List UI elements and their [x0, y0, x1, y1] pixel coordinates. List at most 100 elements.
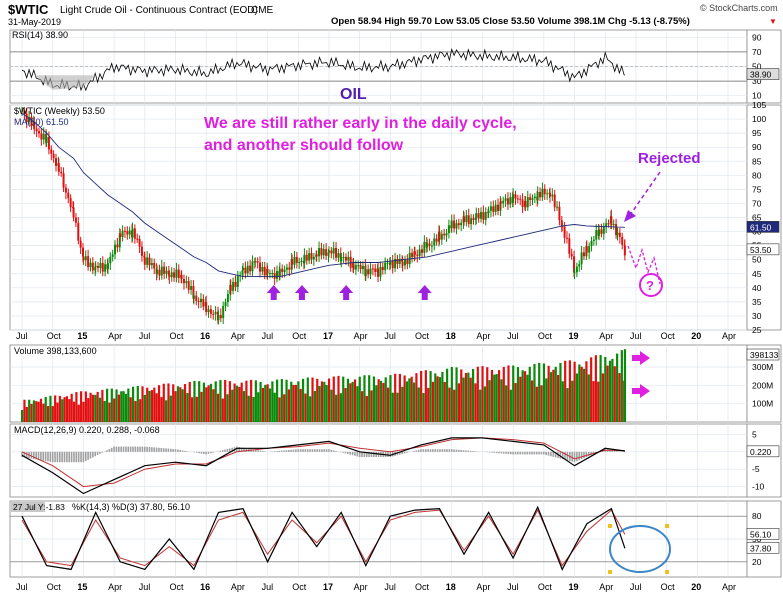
volume-bar — [592, 381, 595, 422]
volume-bar — [479, 389, 482, 422]
volume-bar — [61, 399, 64, 422]
rsi-oversold-fill — [34, 75, 96, 90]
ma-label: MA(50) 61.50 — [14, 117, 69, 127]
price-candle-body — [234, 281, 237, 287]
price-candle-body — [536, 191, 539, 201]
volume-bar — [540, 385, 543, 422]
volume-bar — [155, 393, 158, 422]
x-tick-label: Jul — [262, 331, 274, 341]
x-tick-label: 18 — [446, 582, 456, 592]
y-tick-label: 100 — [752, 114, 766, 124]
volume-bar — [448, 387, 451, 422]
ellipse-handle — [665, 524, 669, 528]
price-candle-body — [126, 231, 129, 235]
ellipse-handle — [608, 524, 612, 528]
price-candle-body — [197, 300, 200, 303]
volume-bar — [120, 391, 123, 422]
x-tick-label: Jul — [507, 582, 519, 592]
price-candle-body — [47, 136, 50, 150]
volume-bar — [327, 378, 331, 422]
volume-bar — [235, 385, 239, 422]
price-candle-body — [588, 246, 591, 253]
x-tick-label: Jul — [384, 331, 396, 341]
price-label: $WTIC (Weekly) 53.50 — [14, 106, 105, 116]
volume-bar — [462, 377, 465, 422]
price-candle-body — [173, 272, 176, 278]
volume-bar — [453, 389, 456, 422]
rejected-arrow-head — [624, 210, 636, 222]
price-candle-body — [310, 253, 313, 260]
price-candle-body — [256, 261, 259, 263]
price-candle-body — [524, 201, 527, 208]
y-tick-label: 70 — [752, 198, 762, 208]
volume-bar — [32, 400, 36, 422]
volume-bar — [290, 381, 293, 422]
price-candle-body — [165, 270, 168, 274]
x-tick-label: Apr — [354, 331, 368, 341]
x-tick-label: 20 — [691, 582, 701, 592]
price-candle-body — [57, 163, 60, 172]
price-candle-body — [156, 269, 159, 274]
price-candle-body — [21, 110, 23, 112]
price-candle-body — [42, 133, 45, 140]
volume-bar — [30, 403, 33, 422]
volume-bar — [519, 376, 522, 422]
volume-bar — [273, 392, 276, 422]
volume-bar — [257, 392, 260, 422]
price-candle-body — [463, 216, 466, 223]
volume-bar — [483, 386, 486, 422]
price-candle-body — [119, 233, 122, 238]
volume-bar — [51, 406, 54, 422]
x-tick-label: Oct — [538, 582, 553, 592]
volume-bar — [344, 387, 347, 422]
volume-bar — [604, 356, 607, 422]
price-candle-body — [45, 136, 48, 143]
annotation-line-2: and another should follow — [204, 137, 404, 154]
annotation-line-1: We are still rather early in the daily c… — [204, 115, 517, 132]
price-candle-body — [312, 256, 315, 260]
price-candle-body — [40, 133, 43, 140]
y-tick-label: 20 — [752, 557, 762, 567]
y-tick-label: 45 — [752, 269, 762, 279]
volume-bar — [401, 386, 404, 422]
x-tick-label: Jul — [384, 582, 396, 592]
price-candle-body — [602, 226, 605, 234]
price-candle-body — [82, 256, 85, 261]
volume-bar — [42, 403, 45, 422]
volume-bar — [398, 373, 401, 422]
volume-bar — [259, 382, 262, 422]
volume-bar — [547, 365, 550, 422]
volume-bar — [521, 370, 524, 422]
price-candle-body — [558, 206, 561, 221]
price-candle-body — [435, 238, 438, 242]
price-candle-body — [467, 215, 470, 225]
y-tick-label: 5 — [752, 429, 757, 439]
price-candle-body — [89, 262, 92, 267]
volume-bar — [556, 375, 560, 422]
volume-bar — [49, 395, 52, 422]
volume-bar — [283, 394, 286, 422]
volume-bar — [309, 396, 312, 422]
volume-bar — [75, 392, 78, 422]
x-tick-label: Jul — [139, 582, 151, 592]
volume-bar — [146, 387, 149, 422]
volume-bar — [431, 381, 435, 422]
volume-bar — [205, 387, 208, 422]
rsi-line — [21, 48, 626, 92]
volume-bar — [63, 397, 66, 422]
x-tick-label: Jul — [16, 331, 28, 341]
volume-bar — [323, 381, 326, 422]
price-candle-body — [97, 265, 100, 268]
price-last-badge: 53.50 — [750, 245, 772, 255]
volume-bar — [318, 386, 321, 422]
volume-bar — [441, 371, 444, 422]
y-tick-label: 85 — [752, 156, 762, 166]
x-tick-label: Apr — [354, 582, 368, 592]
stoch-k-line — [21, 505, 626, 571]
price-candle-body — [607, 223, 610, 225]
axis-frame-macd — [746, 423, 782, 498]
volume-bar — [590, 357, 593, 422]
volume-bar — [535, 386, 538, 422]
volume-label: Volume 398,133,600 — [14, 346, 97, 356]
price-candle-body — [347, 256, 350, 261]
